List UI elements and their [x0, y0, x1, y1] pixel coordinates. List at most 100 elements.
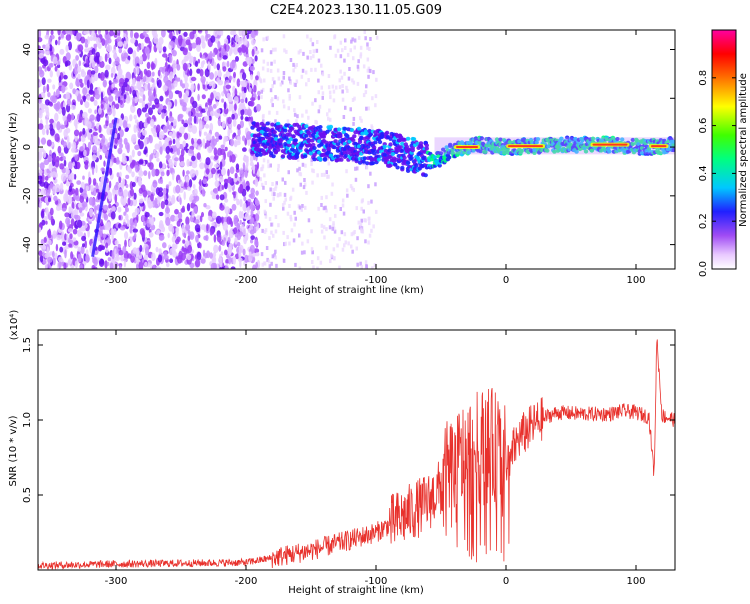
spectrum-speck [364, 36, 367, 41]
spectrum-speck [38, 66, 43, 72]
spectrum-streak [91, 117, 118, 258]
spectrum-speck [242, 147, 247, 152]
spectrum-speck [274, 95, 277, 100]
colorbar-tick-label: 0.6 [698, 118, 709, 134]
spectrum-speck [129, 218, 133, 226]
spectrum-speck [109, 262, 114, 269]
spectrum-speck [194, 259, 201, 268]
spectrum-speck [368, 47, 371, 51]
spectrum-speck [181, 83, 185, 89]
spectrum-speck [264, 181, 267, 185]
spectrum-speck [53, 195, 58, 202]
spectrum-speck [108, 57, 112, 65]
spectrum-speck [103, 160, 106, 167]
spectrum-speck [224, 146, 228, 152]
spectrum-speck [219, 262, 223, 268]
spectrum-speck [87, 35, 90, 45]
spectrum-speck [209, 122, 214, 132]
spectrum-speck [91, 256, 97, 261]
spectrum-band-cell [286, 143, 291, 148]
spectrum-speck [114, 137, 118, 144]
spectrum-speck [349, 48, 352, 53]
spectrum-speck [45, 51, 50, 55]
spectrum-speck [320, 203, 323, 207]
spectrum-speck [129, 162, 135, 169]
spectrum-speck [134, 219, 138, 227]
spectrum-speck [229, 155, 232, 163]
spectrum-speck [172, 243, 176, 249]
spectrum-speck [46, 83, 50, 93]
spectrum-speck [312, 54, 315, 59]
spectrum-speck [120, 255, 125, 262]
spectrum-speck [107, 257, 112, 262]
spectrum-band-cell [478, 149, 483, 154]
spectrum-speck [44, 99, 50, 106]
spectrum-speck [130, 37, 136, 44]
spectrum-speck [205, 234, 209, 241]
spectrum-speck [211, 194, 218, 200]
spectrum-speck [72, 88, 77, 95]
spectrum-speck [69, 207, 74, 213]
spectrum-speck [158, 161, 163, 169]
spectrum-speck [136, 46, 140, 52]
spectrum-speck [321, 95, 324, 100]
spectrum-band-cell [362, 156, 367, 161]
spectrum-speck [101, 245, 105, 250]
spectrum-speck [91, 166, 95, 176]
spectrum-speck [39, 255, 44, 263]
spectrum-speck [164, 71, 169, 77]
spectrum-speck [199, 242, 202, 249]
spectrum-speck [229, 75, 233, 80]
spectrum-speck [283, 242, 286, 247]
spectrum-speck [125, 213, 129, 221]
spectrum-speck [62, 155, 66, 161]
spectrum-speck [207, 215, 213, 221]
spectrum-speck [241, 30, 245, 38]
spectrum-speck [108, 180, 112, 189]
spectrum-speck [281, 177, 284, 182]
spectrum-speck [143, 122, 148, 129]
spectrum-speck [223, 178, 229, 183]
x-tick-label: -100 [365, 275, 388, 286]
spectrum-speck [311, 101, 314, 106]
snr-x-ticks: -300 -200 -100 0 100 [105, 330, 646, 587]
spectrum-speck [132, 97, 135, 107]
spectrum-speck [172, 50, 177, 57]
spectrum-speck [332, 89, 336, 94]
spectrum-speck [132, 197, 138, 207]
spectrum-speck [337, 151, 341, 156]
spectrum-speck [310, 229, 313, 234]
spectrum-speck [355, 206, 358, 211]
spectrum-speck [130, 104, 136, 113]
spectrum-speck [332, 223, 335, 228]
spectrum-speck [312, 265, 315, 269]
spectrum-speck [168, 195, 171, 200]
spectrum-speck [169, 40, 175, 46]
spectrum-speck [111, 206, 116, 212]
spectrum-speck [172, 145, 178, 152]
spectrum-speck [134, 207, 140, 215]
spectrum-speck [139, 55, 143, 65]
spectrum-speck [56, 121, 61, 131]
spectrum-speck [234, 88, 238, 97]
spectrum-speck [93, 99, 98, 106]
spectrum-speck [334, 213, 337, 218]
x-tick-label: -300 [105, 275, 128, 286]
spectrum-speck [254, 178, 259, 187]
spectrum-speck [103, 204, 109, 211]
spectrum-speck [257, 95, 261, 101]
spectrum-speck [79, 195, 85, 204]
spectrum-speck [38, 189, 41, 195]
spectrum-speck [112, 228, 117, 236]
spectrum-speck [218, 175, 224, 183]
spectrum-speck [155, 151, 160, 158]
colorbar-tick-label: 0.8 [698, 70, 709, 86]
spectrum-speck [165, 154, 171, 160]
spectrum-speck [82, 243, 85, 248]
y-tick-label: 40 [22, 43, 33, 56]
spectrum-speck [82, 127, 86, 135]
spectrum-band-cell [466, 150, 472, 155]
spectrum-speck [228, 247, 232, 257]
spectrum-speck [325, 195, 328, 200]
spectrum-speck [371, 96, 374, 101]
